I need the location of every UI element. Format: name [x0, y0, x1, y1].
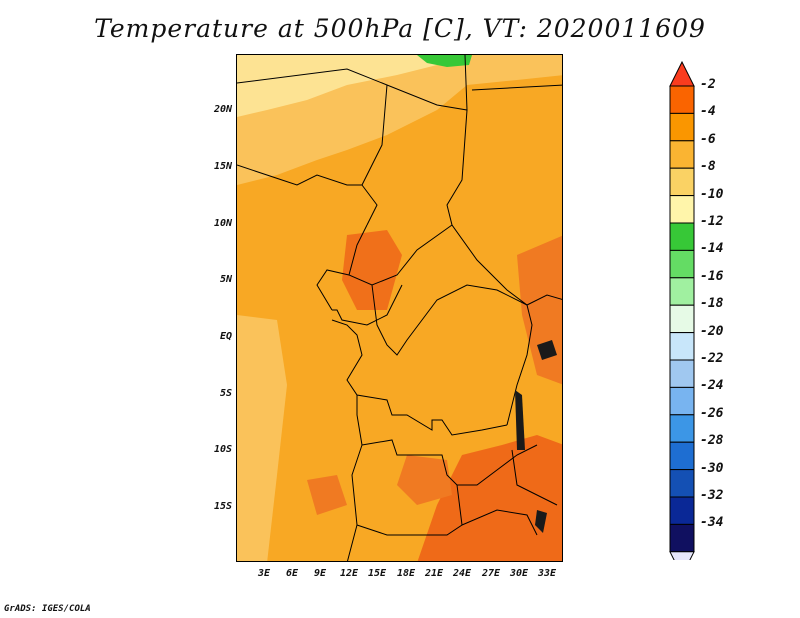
colorbar-swatch: [669, 359, 695, 388]
colorbar: [669, 60, 695, 560]
lon-label: 3E: [257, 568, 271, 579]
colorbar-swatch: [669, 414, 695, 443]
colorbar-label: -22: [700, 351, 724, 366]
lat-label: 5N: [219, 274, 232, 285]
colorbar-swatch: [669, 195, 695, 224]
colorbar-swatch: [669, 277, 695, 306]
colorbar-label: -10: [700, 186, 724, 202]
map-canvas: [237, 55, 562, 561]
colorbar-swatch: [669, 523, 695, 553]
colorbar-label: -32: [700, 488, 724, 503]
colorbar-label: -4: [700, 104, 716, 120]
colorbar-swatch: [669, 386, 695, 416]
center-dark-patch: [342, 230, 402, 310]
colorbar-swatch: [669, 222, 695, 251]
south-dark-patch: [397, 455, 452, 505]
lat-label: 10S: [213, 444, 232, 455]
southwest-lighter-band: [237, 315, 287, 561]
lat-label: 20N: [213, 104, 232, 115]
colorbar-label: -6: [700, 131, 716, 147]
temperature-map: [236, 54, 563, 562]
colorbar-swatch: [669, 167, 695, 197]
colorbar-label: -14: [700, 241, 724, 257]
colorbar-label: -34: [700, 515, 724, 531]
lon-label: 9E: [313, 568, 327, 579]
colorbar-swatch: [669, 332, 695, 361]
colorbar-label: -26: [700, 405, 724, 421]
map-title: Temperature at 500hPa [C], VT: 202001160…: [94, 14, 706, 43]
colorbar-label: -16: [700, 268, 724, 284]
lon-label: 15E: [367, 568, 387, 579]
colorbar-swatch: [669, 441, 695, 471]
lon-label: 18E: [396, 568, 416, 579]
colorbar-swatch: [669, 112, 695, 142]
colorbar-bottom-arrow: [669, 551, 695, 560]
colorbar-label: -24: [700, 378, 724, 394]
colorbar-label: -28: [700, 433, 724, 449]
lat-label: EQ: [219, 331, 232, 342]
footer-credit: GrADS: IGES/COLA: [4, 604, 91, 614]
southwest-dark-patch: [307, 475, 347, 515]
colorbar-swatch: [669, 249, 695, 279]
colorbar-label: -12: [700, 214, 724, 229]
lon-label: 27E: [481, 568, 501, 579]
lon-label: 6E: [285, 568, 299, 579]
lon-label: 12E: [339, 568, 359, 579]
colorbar-swatch: [669, 496, 695, 525]
north-pale-band: [237, 55, 437, 117]
lon-label: 24E: [452, 568, 472, 579]
lon-label: 30E: [509, 568, 529, 579]
colorbar-label: -30: [700, 460, 724, 476]
lakes: [515, 340, 557, 533]
lon-label: 21E: [424, 568, 444, 579]
colorbar-swatch: [669, 85, 695, 114]
colorbar-label: -18: [700, 296, 724, 312]
colorbar-top-arrow: [669, 60, 695, 87]
country-borders: [237, 55, 562, 561]
colorbar-label: -2: [700, 77, 716, 92]
colorbar-swatch: [669, 140, 695, 169]
lat-label: 5S: [219, 388, 232, 399]
lat-label: 15S: [213, 501, 232, 512]
colorbar-swatch: [669, 304, 695, 334]
lat-label: 15N: [213, 161, 232, 172]
colorbar-label: -20: [700, 323, 724, 339]
colorbar-label: -8: [700, 159, 716, 175]
southeast-dark-patch: [417, 435, 562, 561]
lat-label: 10N: [213, 218, 232, 229]
colorbar-swatch: [669, 469, 695, 498]
lon-label: 33E: [537, 568, 557, 579]
north-green-strip: [417, 55, 472, 67]
